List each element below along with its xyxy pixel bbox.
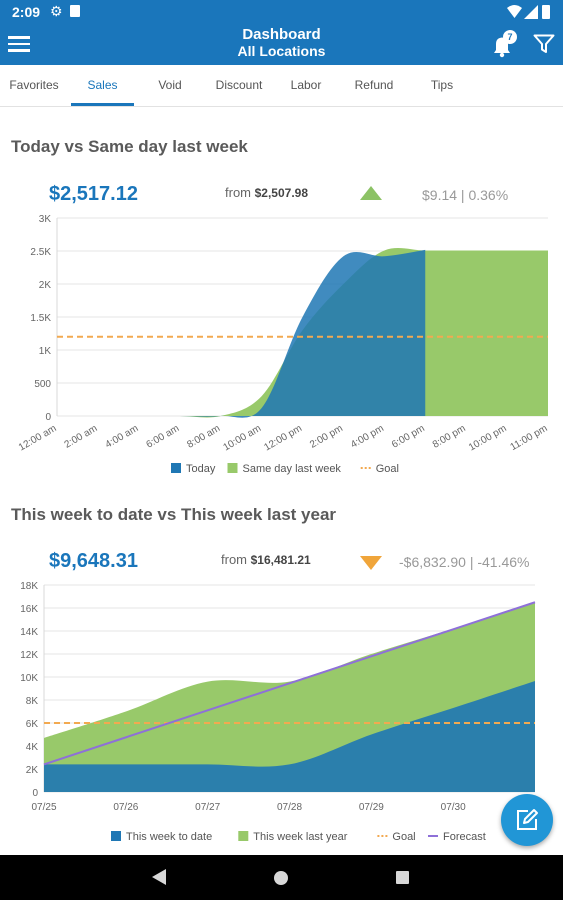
- y-tick-label: 16K: [20, 604, 38, 615]
- system-nav-bar: [0, 855, 563, 900]
- y-tick-label: 6K: [26, 719, 39, 730]
- wifi-icon: [507, 5, 522, 18]
- from-value: $2,507.98: [254, 186, 309, 200]
- x-tick-label: 8:00 pm: [431, 423, 468, 451]
- legend-label: Today: [186, 463, 216, 475]
- legend-swatch: [111, 831, 121, 841]
- x-tick-label: 07/30: [441, 802, 466, 813]
- active-tab-indicator: [71, 103, 134, 106]
- today-amount: $2,517.12: [49, 183, 138, 205]
- tab-bar: Favorites Sales Void Discount Labor Refu…: [0, 65, 563, 107]
- recent-apps-icon[interactable]: [396, 871, 409, 884]
- tab-favorites[interactable]: Favorites: [9, 78, 59, 92]
- x-tick-label: 07/25: [31, 802, 56, 813]
- tab-void[interactable]: Void: [158, 78, 182, 92]
- status-time: 2:09: [12, 4, 41, 20]
- y-tick-label: 3K: [39, 214, 52, 225]
- battery-icon: [542, 5, 550, 19]
- legend-swatch: [238, 831, 249, 841]
- x-tick-label: 6:00 pm: [390, 423, 427, 451]
- x-tick-label: 8:00 am: [185, 423, 222, 451]
- edit-icon: [517, 809, 538, 830]
- tab-refund[interactable]: Refund: [354, 78, 394, 92]
- legend-label: This week to date: [126, 831, 212, 843]
- y-tick-label: 10K: [20, 673, 38, 684]
- section-title-week: This week to date vs This week last year: [11, 505, 337, 524]
- x-tick-label: 11:00 pm: [509, 423, 550, 453]
- series-area-0: [44, 681, 535, 792]
- y-tick-label: 8K: [26, 696, 39, 707]
- forecast-line: [43, 601, 536, 766]
- legend-label: Goal: [392, 831, 415, 843]
- app-title: Dashboard: [242, 26, 321, 43]
- sd-card-icon: [70, 5, 80, 17]
- from-label: from: [221, 552, 247, 567]
- edit-fab-button[interactable]: [501, 794, 553, 846]
- app-subtitle[interactable]: All Locations: [237, 43, 326, 59]
- menu-icon[interactable]: [8, 36, 30, 52]
- home-icon[interactable]: [274, 871, 288, 885]
- legend-swatch: [171, 463, 181, 473]
- y-tick-label: 2K: [26, 765, 39, 776]
- y-tick-label: 0: [32, 788, 38, 799]
- section-title-today: Today vs Same day last week: [11, 137, 248, 156]
- legend-label: Same day last week: [243, 463, 342, 475]
- app-bar: Dashboard All Locations 7: [0, 24, 563, 65]
- from-value: $16,481.21: [250, 553, 311, 567]
- trend-up-icon: [360, 186, 382, 200]
- x-tick-label: 2:00 am: [63, 423, 100, 451]
- y-tick-label: 0: [45, 412, 51, 423]
- x-tick-label: 12:00 am: [17, 423, 59, 453]
- x-tick-label: 2:00 pm: [308, 423, 345, 451]
- x-tick-label: 10:00 pm: [467, 423, 509, 453]
- x-tick-label: 12:00 pm: [262, 423, 304, 453]
- legend-label: Goal: [376, 463, 399, 475]
- settings-status-icon: ⚙: [50, 3, 63, 19]
- today-sales-chart: 0 500 1K 1.5K 2K 2.5K 3K 12:00 am 2:00 am 4:00 am…: [17, 214, 550, 475]
- series-area-0: [57, 249, 426, 418]
- today-comparison: from $2,507.98: [225, 185, 308, 200]
- y-tick-label: 4K: [26, 742, 39, 753]
- x-tick-label: 6:00 am: [144, 423, 181, 451]
- y-tick-label: 1K: [39, 346, 52, 357]
- back-icon[interactable]: [152, 869, 166, 885]
- legend-swatch: [227, 463, 238, 473]
- y-tick-label: 1.5K: [30, 313, 51, 324]
- tab-labor[interactable]: Labor: [290, 78, 322, 92]
- status-bar: 2:09 ⚙: [0, 0, 563, 24]
- y-tick-label: 2.5K: [30, 247, 51, 258]
- x-tick-label: 07/27: [195, 802, 220, 813]
- y-tick-label: 18K: [20, 581, 38, 592]
- y-tick-label: 12K: [20, 650, 38, 661]
- x-tick-label: 07/28: [277, 802, 302, 813]
- y-tick-label: 2K: [39, 280, 52, 291]
- week-amount: $9,648.31: [49, 550, 138, 572]
- tab-sales[interactable]: Sales: [87, 78, 118, 92]
- notification-badge: 7: [503, 30, 517, 44]
- x-tick-label: 4:00 pm: [349, 423, 386, 451]
- y-tick-label: 14K: [20, 627, 38, 638]
- x-tick-label: 4:00 am: [104, 423, 141, 451]
- legend-label: Forecast: [443, 831, 486, 843]
- x-tick-label: 07/26: [113, 802, 138, 813]
- from-label: from: [225, 185, 251, 200]
- tab-tips[interactable]: Tips: [430, 78, 454, 92]
- filter-icon[interactable]: [533, 34, 555, 54]
- trend-down-icon: [360, 556, 382, 570]
- today-delta: $9.14 | 0.36%: [422, 187, 509, 203]
- legend-label: This week last year: [253, 831, 347, 843]
- week-comparison: from $16,481.21: [221, 552, 311, 567]
- week-sales-chart: 0 2K 4K 6K 8K 10K 12K 14K 16K 18K 07/25 07/26 07/27 0…: [20, 581, 548, 843]
- y-tick-label: 500: [34, 379, 51, 390]
- week-delta: -$6,832.90 | -41.46%: [399, 554, 530, 570]
- tab-discount[interactable]: Discount: [215, 78, 263, 92]
- x-tick-label: 07/29: [359, 802, 384, 813]
- signal-icon: [524, 5, 538, 19]
- x-tick-label: 10:00 am: [221, 423, 263, 453]
